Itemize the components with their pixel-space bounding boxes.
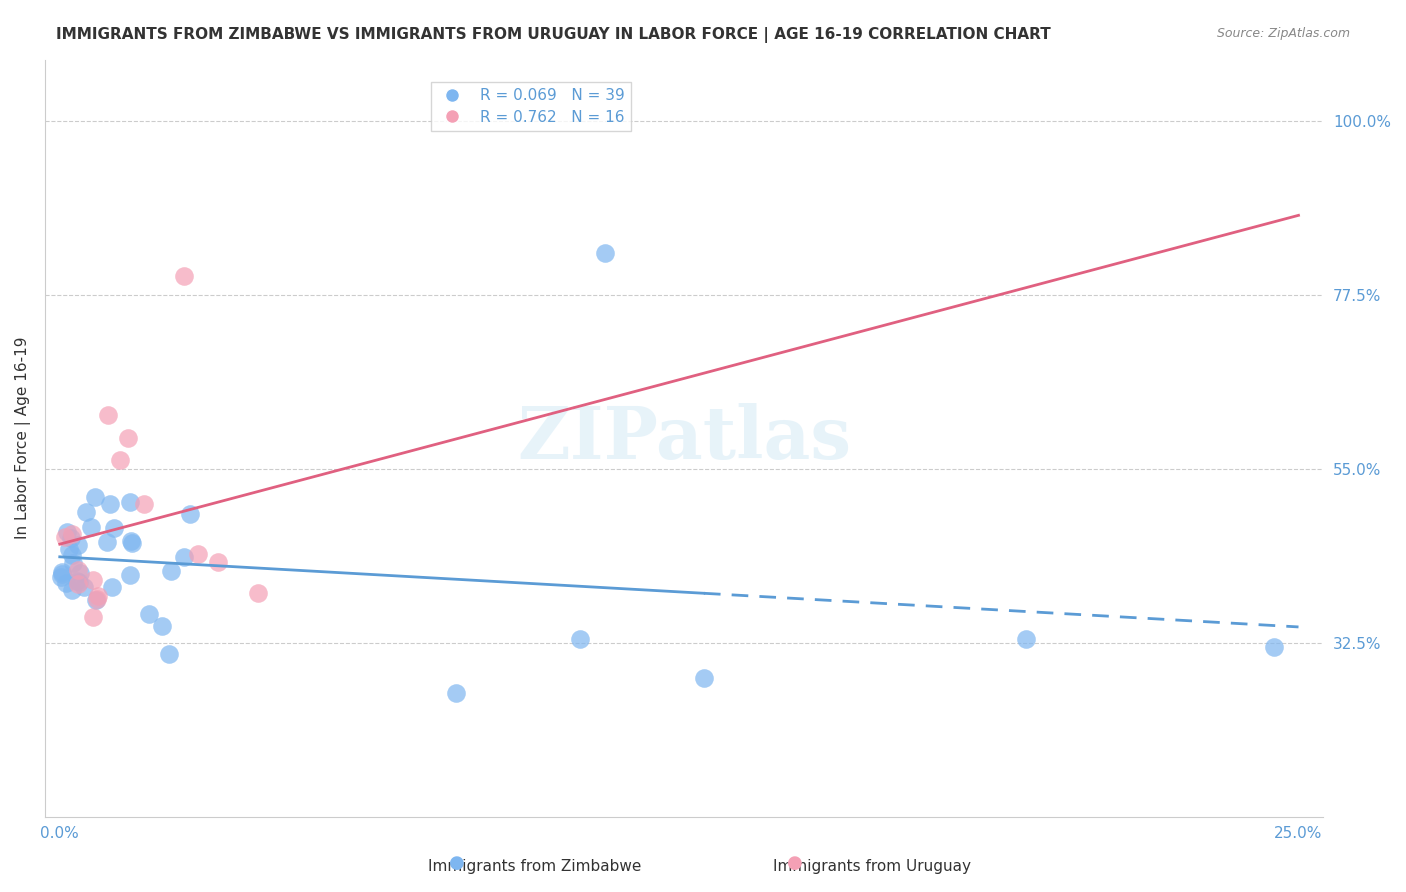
- Point: [51, 570, 73, 584]
- Point: [80, 520, 103, 534]
- Point: [67, 577, 90, 591]
- Text: ZIPatlas: ZIPatlas: [517, 402, 851, 474]
- Point: [138, 607, 160, 622]
- Point: [56, 524, 79, 539]
- Text: ●: ●: [786, 855, 803, 872]
- Point: [132, 497, 155, 511]
- Point: [82, 573, 104, 587]
- Point: [67, 563, 90, 577]
- Point: [187, 547, 209, 561]
- Point: [62, 556, 84, 570]
- Point: [1015, 632, 1038, 646]
- Text: Source: ZipAtlas.com: Source: ZipAtlas.com: [1216, 27, 1350, 40]
- Point: [179, 508, 201, 522]
- Text: ●: ●: [449, 855, 465, 872]
- Point: [207, 555, 229, 569]
- Point: [66, 537, 89, 551]
- Point: [173, 268, 195, 283]
- Y-axis label: In Labor Force | Age 16-19: In Labor Force | Age 16-19: [15, 337, 31, 540]
- Point: [173, 549, 195, 564]
- Point: [96, 534, 118, 549]
- Point: [60, 548, 83, 562]
- Point: [1263, 640, 1285, 654]
- Point: [100, 581, 122, 595]
- Point: [55, 576, 77, 591]
- Point: [51, 565, 73, 579]
- Point: [593, 245, 616, 260]
- Point: [67, 574, 90, 589]
- Point: [69, 566, 91, 581]
- Point: [82, 610, 104, 624]
- Point: [84, 490, 107, 504]
- Point: [159, 564, 181, 578]
- Point: [73, 580, 96, 594]
- Point: [65, 574, 87, 589]
- Point: [118, 568, 141, 582]
- Point: [444, 686, 467, 700]
- Point: [86, 592, 108, 607]
- Text: IMMIGRANTS FROM ZIMBABWE VS IMMIGRANTS FROM URUGUAY IN LABOR FORCE | AGE 16-19 C: IMMIGRANTS FROM ZIMBABWE VS IMMIGRANTS F…: [56, 27, 1052, 43]
- Point: [84, 593, 107, 607]
- Point: [58, 542, 80, 557]
- Point: [157, 647, 180, 661]
- Point: [87, 590, 110, 604]
- Text: Immigrants from Zimbabwe: Immigrants from Zimbabwe: [427, 859, 641, 874]
- Point: [75, 505, 97, 519]
- Point: [117, 431, 139, 445]
- Point: [118, 494, 141, 508]
- Point: [59, 531, 82, 545]
- Point: [120, 534, 142, 549]
- Point: [60, 583, 83, 598]
- Point: [108, 452, 131, 467]
- Point: [569, 632, 592, 646]
- Point: [246, 585, 269, 599]
- Point: [51, 566, 73, 581]
- Point: [150, 619, 173, 633]
- Point: [53, 530, 76, 544]
- Point: [121, 535, 143, 549]
- Point: [100, 496, 122, 510]
- Point: [103, 520, 125, 534]
- Point: [60, 527, 83, 541]
- Point: [693, 671, 716, 685]
- Point: [96, 409, 118, 423]
- Text: Immigrants from Uruguay: Immigrants from Uruguay: [773, 859, 970, 874]
- Legend: R = 0.069   N = 39, R = 0.762   N = 16: R = 0.069 N = 39, R = 0.762 N = 16: [430, 82, 630, 131]
